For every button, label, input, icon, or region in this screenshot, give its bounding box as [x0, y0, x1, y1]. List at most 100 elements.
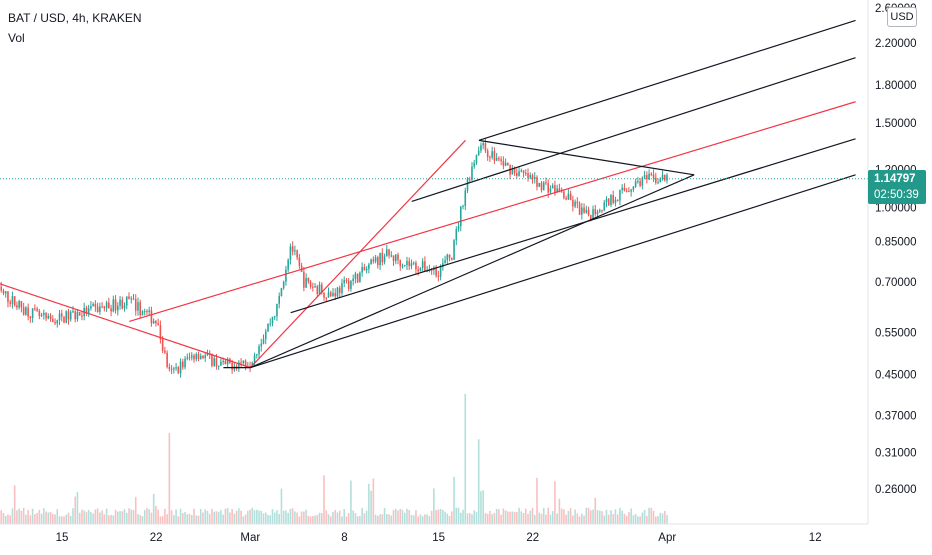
volume-bar: [327, 514, 330, 524]
volume-bar: [179, 508, 182, 524]
candle-body: [150, 310, 153, 324]
volume-bar: [504, 510, 507, 524]
volume-bar: [433, 488, 435, 524]
candle-body: [639, 181, 641, 186]
volume-bar: [533, 514, 536, 524]
candle-body: [601, 209, 603, 211]
candle-body: [92, 303, 94, 307]
candle-body: [471, 166, 473, 181]
volume-bar: [199, 508, 202, 524]
volume-bar: [262, 513, 265, 524]
candle-body: [421, 261, 424, 269]
volume-bar: [45, 511, 47, 524]
candle-body: [338, 287, 341, 294]
volume-bar: [195, 515, 198, 524]
volume-bar: [448, 515, 451, 524]
volume-bar: [372, 478, 375, 524]
candle-body: [347, 280, 350, 289]
candle-body: [188, 357, 191, 359]
volume-bar: [43, 508, 45, 524]
candle-body: [480, 145, 482, 151]
candle-body: [260, 343, 263, 347]
pitchfork-median-line[interactable]: [129, 101, 856, 323]
volume-bar: [663, 510, 666, 524]
candle-body: [16, 305, 18, 308]
volume-bar: [446, 513, 449, 524]
volume-bar: [29, 515, 32, 524]
candle-body: [589, 215, 592, 220]
volume-bar: [542, 507, 545, 524]
candle-body: [81, 315, 83, 317]
volume-bar: [204, 509, 207, 524]
volume-bar: [316, 514, 319, 524]
volume-bar: [213, 511, 215, 524]
volume-bar: [280, 488, 283, 524]
pitchfork-handle-line[interactable]: [249, 139, 466, 369]
candle-body: [507, 162, 509, 166]
pitchfork-inner-lower-line[interactable]: [290, 138, 856, 314]
volume-bar: [401, 509, 404, 524]
volume-bar: [567, 510, 570, 524]
volume-bar: [491, 514, 493, 524]
candle-body: [298, 257, 301, 266]
candle-body: [632, 186, 635, 190]
candle-body: [426, 270, 428, 272]
volume-bar: [103, 514, 106, 524]
pitchfork-lower-line[interactable]: [250, 174, 856, 369]
candle-body: [29, 316, 32, 318]
volume-bar: [222, 514, 224, 524]
pitchfork-inner-upper-line[interactable]: [411, 57, 856, 203]
volume-bar: [462, 509, 464, 524]
volume-bar: [495, 508, 498, 524]
volume-bar: [397, 510, 399, 524]
triangle-support-line[interactable]: [250, 174, 695, 369]
candle-body: [524, 172, 527, 174]
candle-body: [370, 259, 372, 265]
volume-bar: [365, 510, 368, 524]
volume-bar: [666, 514, 668, 524]
candle-body: [412, 262, 415, 264]
volume-bar: [242, 516, 245, 524]
price-tick-6: 0.85000: [875, 237, 917, 249]
candle-body: [329, 292, 332, 297]
volume-bar: [101, 510, 103, 524]
volume-bar: [278, 514, 280, 524]
currency-badge[interactable]: USD: [887, 7, 917, 27]
candle-body: [312, 286, 314, 288]
candle-body: [545, 182, 547, 184]
candle-body: [294, 250, 296, 252]
volume-bar: [428, 516, 431, 524]
candle-body: [556, 188, 558, 193]
volume-bar: [38, 509, 41, 524]
triangle-resistance-line[interactable]: [478, 139, 695, 176]
candle-body: [563, 191, 565, 198]
candle-body: [213, 358, 215, 366]
volume-bar: [157, 509, 159, 524]
pitchfork-handle-line[interactable]: [0, 282, 251, 369]
candle-body: [282, 281, 285, 288]
candle-body: [401, 266, 404, 268]
volume-bar: [202, 512, 204, 524]
candle-body: [585, 209, 588, 213]
candle-body: [9, 302, 11, 304]
candle-body: [69, 312, 72, 320]
candle-body: [161, 339, 164, 351]
candle-body: [195, 354, 198, 360]
candle-body: [123, 305, 126, 309]
price-tick-11: 0.31000: [875, 447, 917, 459]
candle-body: [96, 306, 99, 313]
volume-bar: [338, 510, 341, 524]
volume-bar: [166, 514, 168, 524]
candle-body: [554, 185, 556, 193]
symbol-title[interactable]: BAT / USD, 4h, KRAKEN: [8, 11, 142, 25]
volume-indicator-label[interactable]: Vol: [8, 31, 25, 45]
candle-body: [130, 298, 133, 300]
candle-body: [448, 254, 451, 258]
volume-bar: [379, 514, 381, 524]
candle-body: [345, 279, 348, 281]
candle-body: [31, 308, 34, 318]
candle-body: [397, 254, 399, 261]
pitchfork-upper-line[interactable]: [478, 19, 856, 141]
